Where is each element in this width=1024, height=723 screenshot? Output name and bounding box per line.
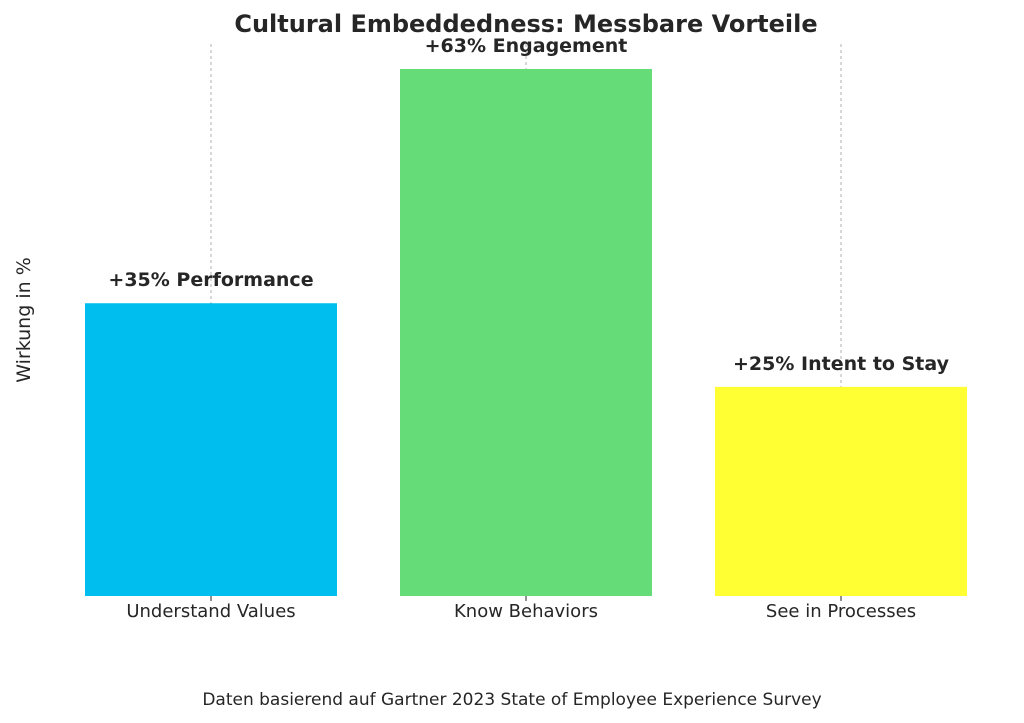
- bar-3: [715, 386, 967, 596]
- footnote: Daten basierend auf Gartner 2023 State o…: [202, 690, 821, 710]
- y-axis-label: Wirkung in %: [13, 257, 35, 382]
- x-tick-label-2: Know Behaviors: [454, 601, 598, 622]
- data-label-1: +35% Performance: [108, 269, 313, 291]
- data-label-3: +25% Intent to Stay: [733, 353, 950, 375]
- bars: [85, 69, 967, 596]
- data-labels: +35% Performance +63% Engagement +25% Inte…: [108, 35, 949, 375]
- bar-2: [400, 69, 652, 596]
- bar-1: [85, 303, 337, 596]
- x-tick-label-1: Understand Values: [126, 601, 295, 622]
- x-tick-label-3: See in Processes: [766, 601, 916, 622]
- data-label-2: +63% Engagement: [425, 35, 628, 57]
- x-tick-labels: Understand Values Know Behaviors See in Pr…: [126, 596, 916, 622]
- chart-title: Cultural Embeddedness: Messbare Vorteile: [234, 10, 817, 38]
